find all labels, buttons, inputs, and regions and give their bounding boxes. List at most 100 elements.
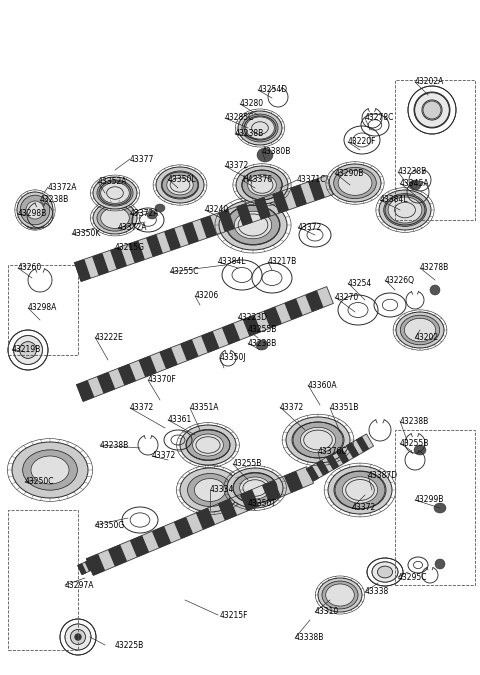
- Text: 43350G: 43350G: [95, 520, 125, 529]
- Text: 43372A: 43372A: [118, 223, 147, 232]
- Text: 43226Q: 43226Q: [385, 275, 415, 284]
- Ellipse shape: [188, 473, 232, 506]
- Ellipse shape: [31, 456, 69, 484]
- Text: 43387D: 43387D: [368, 470, 398, 479]
- Polygon shape: [307, 466, 318, 481]
- Text: 43372A: 43372A: [48, 182, 77, 192]
- Text: 43278B: 43278B: [420, 263, 449, 273]
- Text: 43254: 43254: [348, 279, 372, 288]
- Polygon shape: [98, 373, 114, 393]
- Text: 43297A: 43297A: [65, 580, 95, 589]
- Text: 43270: 43270: [335, 292, 359, 302]
- Ellipse shape: [242, 170, 282, 200]
- Polygon shape: [139, 356, 156, 377]
- Text: 43345A: 43345A: [400, 178, 430, 188]
- Ellipse shape: [71, 630, 85, 645]
- Polygon shape: [160, 348, 177, 369]
- Ellipse shape: [400, 315, 440, 345]
- Text: 43217B: 43217B: [268, 257, 297, 267]
- Polygon shape: [129, 241, 144, 263]
- Polygon shape: [223, 324, 240, 344]
- Polygon shape: [357, 437, 368, 452]
- Ellipse shape: [186, 429, 230, 460]
- Text: 43372: 43372: [152, 452, 176, 460]
- Ellipse shape: [256, 340, 268, 350]
- Ellipse shape: [257, 148, 273, 162]
- Text: 43254D: 43254D: [258, 86, 288, 94]
- Text: 43350K: 43350K: [72, 230, 101, 238]
- Polygon shape: [165, 229, 180, 250]
- Ellipse shape: [409, 180, 421, 190]
- Polygon shape: [108, 545, 126, 566]
- Ellipse shape: [233, 472, 277, 504]
- Polygon shape: [183, 223, 198, 244]
- Polygon shape: [219, 500, 236, 520]
- Text: 43380B: 43380B: [262, 146, 291, 155]
- Ellipse shape: [101, 208, 129, 228]
- Polygon shape: [273, 192, 288, 213]
- Bar: [395, 80, 475, 220]
- Polygon shape: [285, 299, 302, 319]
- Text: 43350T: 43350T: [248, 499, 277, 508]
- Text: 43238B: 43238B: [100, 441, 129, 450]
- Polygon shape: [263, 481, 280, 502]
- Ellipse shape: [329, 164, 381, 202]
- Ellipse shape: [192, 434, 223, 456]
- Text: 43372A: 43372A: [130, 209, 159, 219]
- Polygon shape: [86, 466, 313, 575]
- Polygon shape: [317, 460, 328, 475]
- Ellipse shape: [293, 422, 343, 458]
- Ellipse shape: [334, 167, 376, 198]
- Polygon shape: [147, 235, 162, 256]
- Text: 43361: 43361: [168, 416, 192, 425]
- Polygon shape: [219, 210, 234, 232]
- Polygon shape: [291, 186, 306, 207]
- Polygon shape: [306, 434, 373, 481]
- Text: 43225B: 43225B: [115, 641, 144, 649]
- Polygon shape: [197, 508, 214, 529]
- Text: 43215F: 43215F: [220, 610, 249, 620]
- Ellipse shape: [372, 562, 398, 582]
- Text: 43255B: 43255B: [233, 460, 263, 468]
- Ellipse shape: [246, 117, 274, 139]
- Ellipse shape: [342, 477, 378, 503]
- Text: 43370F: 43370F: [148, 375, 177, 385]
- Polygon shape: [175, 518, 192, 538]
- Text: 43351A: 43351A: [190, 404, 219, 412]
- Polygon shape: [77, 381, 94, 401]
- Text: 43223D: 43223D: [238, 313, 268, 321]
- Polygon shape: [201, 217, 216, 238]
- Ellipse shape: [318, 578, 362, 612]
- Text: 43219B: 43219B: [12, 344, 41, 354]
- Polygon shape: [202, 332, 218, 352]
- Text: 43334: 43334: [210, 485, 234, 495]
- Polygon shape: [75, 260, 90, 281]
- Text: 43238B: 43238B: [400, 416, 429, 425]
- Ellipse shape: [335, 471, 385, 509]
- Polygon shape: [181, 340, 198, 360]
- Text: 43384L: 43384L: [380, 196, 408, 205]
- Ellipse shape: [300, 427, 336, 453]
- Ellipse shape: [338, 171, 372, 195]
- Ellipse shape: [161, 171, 199, 199]
- Text: 43255B: 43255B: [248, 325, 277, 335]
- Ellipse shape: [26, 201, 44, 219]
- Bar: [395, 430, 475, 585]
- Ellipse shape: [194, 479, 226, 502]
- Polygon shape: [87, 554, 104, 575]
- Polygon shape: [243, 316, 260, 335]
- Polygon shape: [240, 490, 258, 510]
- Bar: [8, 510, 78, 650]
- Ellipse shape: [219, 200, 287, 250]
- Text: 43377: 43377: [130, 155, 155, 163]
- Ellipse shape: [234, 211, 272, 239]
- Text: 43240: 43240: [205, 205, 229, 215]
- Ellipse shape: [155, 204, 165, 212]
- Polygon shape: [77, 287, 333, 402]
- Polygon shape: [119, 364, 135, 385]
- Polygon shape: [111, 248, 126, 269]
- Polygon shape: [264, 307, 281, 327]
- Ellipse shape: [20, 342, 36, 358]
- Text: 43310: 43310: [315, 608, 339, 616]
- Text: 43202A: 43202A: [415, 78, 444, 86]
